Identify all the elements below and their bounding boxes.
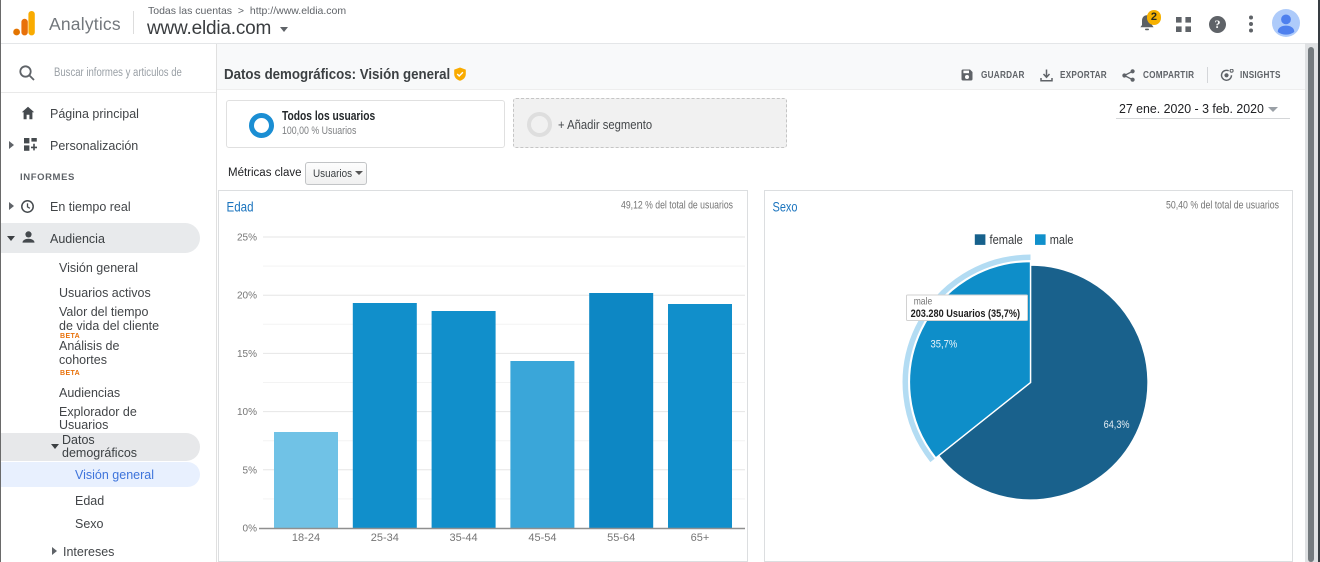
svg-text:25%: 25% [237,233,257,244]
svg-text:female: female [989,232,1022,247]
svg-text:45-54: 45-54 [528,532,556,544]
svg-text:50,40 % del total de usuarios: 50,40 % del total de usuarios [1166,200,1279,212]
svg-text:18-24: 18-24 [292,532,320,544]
svg-text:15%: 15% [237,349,257,360]
svg-text:25-34: 25-34 [371,532,399,544]
svg-text:203.280 Usuarios (35,7%): 203.280 Usuarios (35,7%) [910,308,1020,320]
svg-text:male: male [1049,232,1073,247]
svg-text:Edad: Edad [227,199,254,215]
svg-text:5%: 5% [243,465,258,476]
svg-text:65+: 65+ [691,532,710,544]
svg-text:Sexo: Sexo [772,199,797,215]
svg-text:35,7%: 35,7% [930,338,957,350]
svg-text:35-44: 35-44 [450,532,478,544]
svg-text:0%: 0% [243,524,258,535]
svg-text:64,3%: 64,3% [1103,419,1129,431]
svg-text:55-64: 55-64 [607,532,635,544]
svg-text:49,12 % del total de usuarios: 49,12 % del total de usuarios [621,200,733,212]
svg-text:male: male [913,296,932,308]
svg-text:10%: 10% [237,407,257,418]
svg-text:20%: 20% [237,291,257,302]
